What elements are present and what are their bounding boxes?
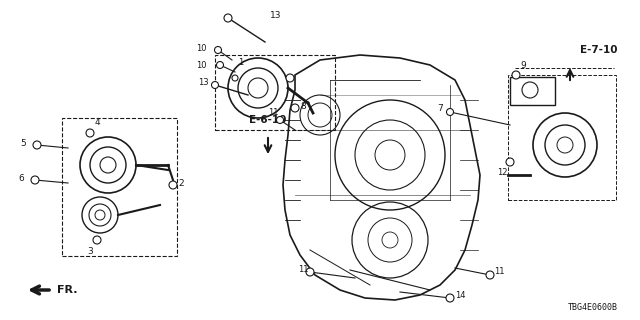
Text: 5: 5 <box>20 139 26 148</box>
Text: 1: 1 <box>238 58 243 67</box>
Text: 3: 3 <box>87 247 93 257</box>
Text: E-7-10: E-7-10 <box>580 45 618 55</box>
Circle shape <box>286 74 294 82</box>
Circle shape <box>211 82 218 89</box>
Bar <box>62 118 177 256</box>
Circle shape <box>232 75 238 81</box>
Text: 2: 2 <box>178 179 184 188</box>
Text: 13: 13 <box>198 77 209 86</box>
Circle shape <box>216 61 223 68</box>
Circle shape <box>291 104 299 112</box>
Circle shape <box>512 71 520 79</box>
Circle shape <box>224 14 232 22</box>
Text: 12: 12 <box>497 167 508 177</box>
Text: 4: 4 <box>95 117 100 126</box>
Circle shape <box>31 176 39 184</box>
Circle shape <box>486 271 494 279</box>
Bar <box>508 75 616 200</box>
Text: 9: 9 <box>520 60 525 69</box>
Text: 10: 10 <box>196 60 207 69</box>
Text: 11: 11 <box>494 268 504 276</box>
Circle shape <box>276 116 284 124</box>
Circle shape <box>446 294 454 302</box>
Circle shape <box>33 141 41 149</box>
Circle shape <box>86 129 94 137</box>
Text: 11: 11 <box>298 266 308 275</box>
Circle shape <box>306 268 314 276</box>
Text: E-6-10: E-6-10 <box>250 115 287 125</box>
Text: TBG4E0600B: TBG4E0600B <box>568 303 618 312</box>
Text: 7: 7 <box>437 103 443 113</box>
Text: 13: 13 <box>270 11 282 20</box>
Bar <box>215 55 335 130</box>
Bar <box>510 77 555 105</box>
Text: 14: 14 <box>455 292 465 300</box>
Text: 11: 11 <box>268 108 278 116</box>
Text: 6: 6 <box>18 173 24 182</box>
Circle shape <box>214 46 221 53</box>
Circle shape <box>93 236 101 244</box>
Text: 10: 10 <box>196 44 207 52</box>
Circle shape <box>506 158 514 166</box>
Circle shape <box>169 181 177 189</box>
Circle shape <box>447 108 454 116</box>
Text: 8: 8 <box>300 101 306 110</box>
Text: FR.: FR. <box>57 285 77 295</box>
